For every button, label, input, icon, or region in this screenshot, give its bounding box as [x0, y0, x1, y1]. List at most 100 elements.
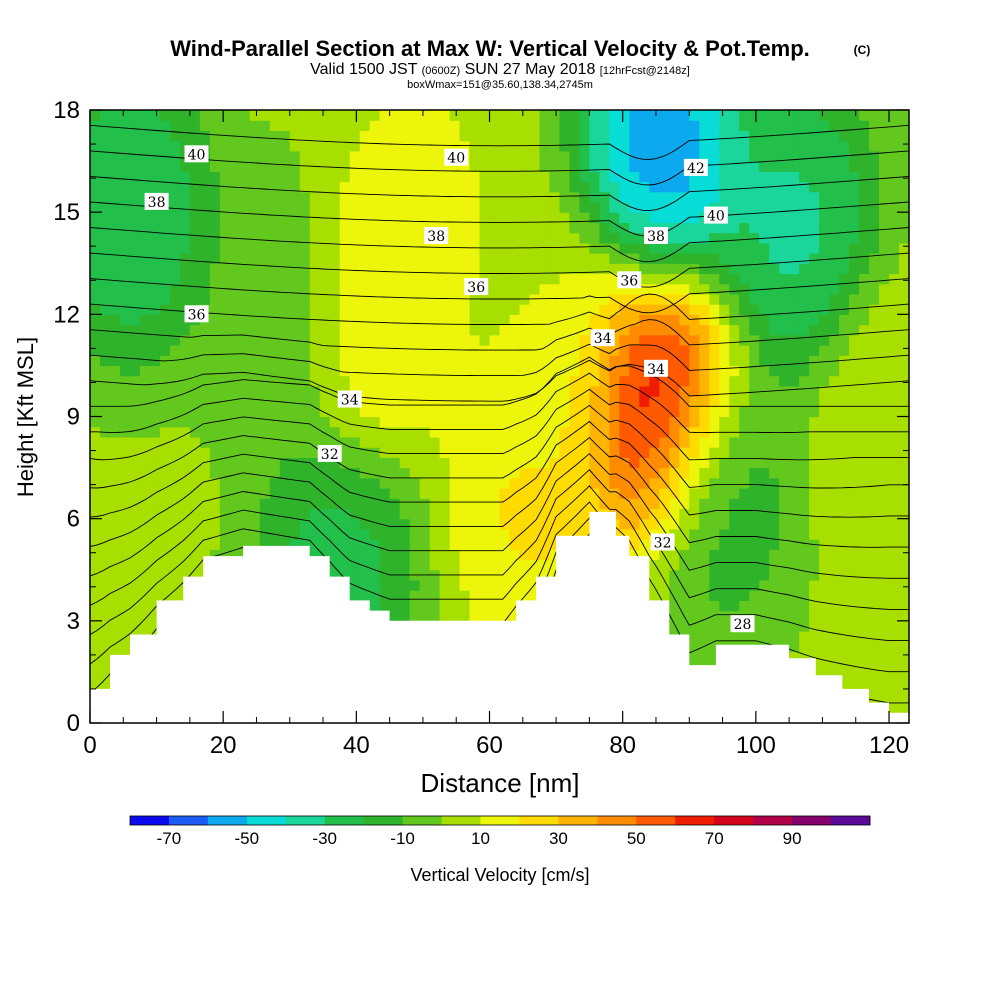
velocity-cell	[749, 447, 760, 458]
velocity-cell	[189, 375, 201, 387]
velocity-cell	[699, 569, 710, 581]
velocity-cell	[509, 263, 521, 275]
velocity-cell	[279, 498, 291, 510]
velocity-cell	[109, 150, 121, 162]
velocity-cell	[359, 426, 371, 438]
velocity-cell	[99, 385, 111, 397]
velocity-cell	[489, 130, 501, 142]
velocity-cell	[349, 355, 361, 367]
velocity-cell	[459, 579, 471, 591]
velocity-cell	[499, 253, 511, 264]
velocity-cell	[269, 355, 281, 367]
velocity-cell	[249, 304, 261, 315]
velocity-cell	[549, 518, 561, 530]
velocity-cell	[529, 263, 541, 275]
velocity-cell	[639, 467, 650, 479]
velocity-cell	[379, 477, 391, 489]
velocity-cell	[899, 314, 909, 326]
velocity-cell	[889, 191, 900, 203]
velocity-cell	[459, 140, 471, 152]
velocity-cell	[779, 508, 790, 520]
velocity-cell	[549, 222, 561, 234]
velocity-cell	[689, 651, 700, 663]
velocity-cell	[679, 181, 690, 193]
velocity-cell	[369, 498, 381, 510]
velocity-cell	[319, 150, 331, 162]
velocity-cell	[469, 212, 481, 223]
velocity-cell	[849, 610, 860, 622]
velocity-cell	[599, 344, 610, 356]
velocity-cell	[609, 242, 620, 254]
velocity-cell	[279, 426, 291, 438]
velocity-cell	[459, 201, 471, 213]
velocity-cell	[719, 344, 730, 356]
velocity-cell	[739, 334, 750, 346]
velocity-cell	[149, 232, 161, 244]
velocity-cell	[209, 304, 221, 315]
velocity-cell	[379, 161, 391, 172]
velocity-cell	[219, 212, 231, 223]
velocity-cell	[329, 304, 341, 315]
velocity-cell	[409, 273, 421, 285]
velocity-cell	[789, 120, 800, 132]
velocity-cell	[749, 559, 760, 571]
velocity-cell	[859, 263, 870, 275]
velocity-cell	[259, 518, 271, 530]
velocity-cell	[869, 528, 880, 540]
velocity-cell	[269, 467, 281, 479]
velocity-cell	[129, 273, 141, 285]
velocity-cell	[189, 447, 201, 458]
velocity-cell	[339, 171, 351, 183]
velocity-cell	[219, 385, 231, 397]
velocity-cell	[599, 242, 610, 254]
velocity-cell	[689, 263, 700, 275]
velocity-cell	[169, 293, 181, 305]
velocity-cell	[849, 477, 860, 489]
velocity-cell	[539, 161, 551, 172]
velocity-cell	[899, 579, 909, 591]
velocity-cell	[339, 559, 351, 571]
velocity-cell	[619, 334, 630, 346]
velocity-cell	[569, 171, 580, 183]
velocity-cell	[159, 426, 171, 438]
velocity-cell	[379, 518, 391, 530]
velocity-cell	[779, 600, 790, 612]
velocity-cell	[159, 324, 171, 336]
velocity-cell	[90, 549, 101, 561]
velocity-cell	[189, 324, 201, 336]
velocity-cell	[439, 130, 451, 142]
velocity-cell	[609, 304, 620, 315]
velocity-cell	[879, 263, 890, 275]
velocity-cell	[279, 201, 291, 213]
velocity-cell	[689, 191, 700, 203]
velocity-cell	[799, 365, 810, 377]
velocity-cell	[729, 549, 740, 561]
velocity-cell	[569, 385, 580, 397]
velocity-cell	[569, 416, 580, 428]
velocity-cell	[419, 539, 431, 550]
velocity-cell	[399, 396, 411, 407]
velocity-cell	[549, 263, 561, 275]
velocity-cell	[399, 232, 411, 244]
velocity-cell	[489, 201, 501, 213]
velocity-cell	[99, 212, 111, 223]
velocity-cell	[159, 161, 171, 172]
velocity-cell	[689, 436, 700, 448]
velocity-cell	[719, 457, 730, 469]
velocity-cell	[769, 406, 780, 418]
velocity-cell	[619, 171, 630, 183]
velocity-cell	[189, 426, 201, 438]
velocity-cell	[529, 344, 541, 356]
velocity-cell	[219, 140, 231, 152]
velocity-cell	[879, 620, 890, 632]
velocity-cell	[259, 293, 271, 305]
velocity-cell	[269, 304, 281, 315]
velocity-cell	[789, 253, 800, 264]
chart-subtitle: Valid 1500 JST (0600Z) SUN 27 May 2018 […	[310, 61, 690, 78]
velocity-cell	[389, 559, 401, 571]
velocity-cell	[349, 171, 361, 183]
velocity-cell	[129, 447, 141, 458]
velocity-cell	[309, 191, 321, 203]
velocity-cell	[889, 661, 900, 673]
velocity-cell	[449, 212, 461, 223]
